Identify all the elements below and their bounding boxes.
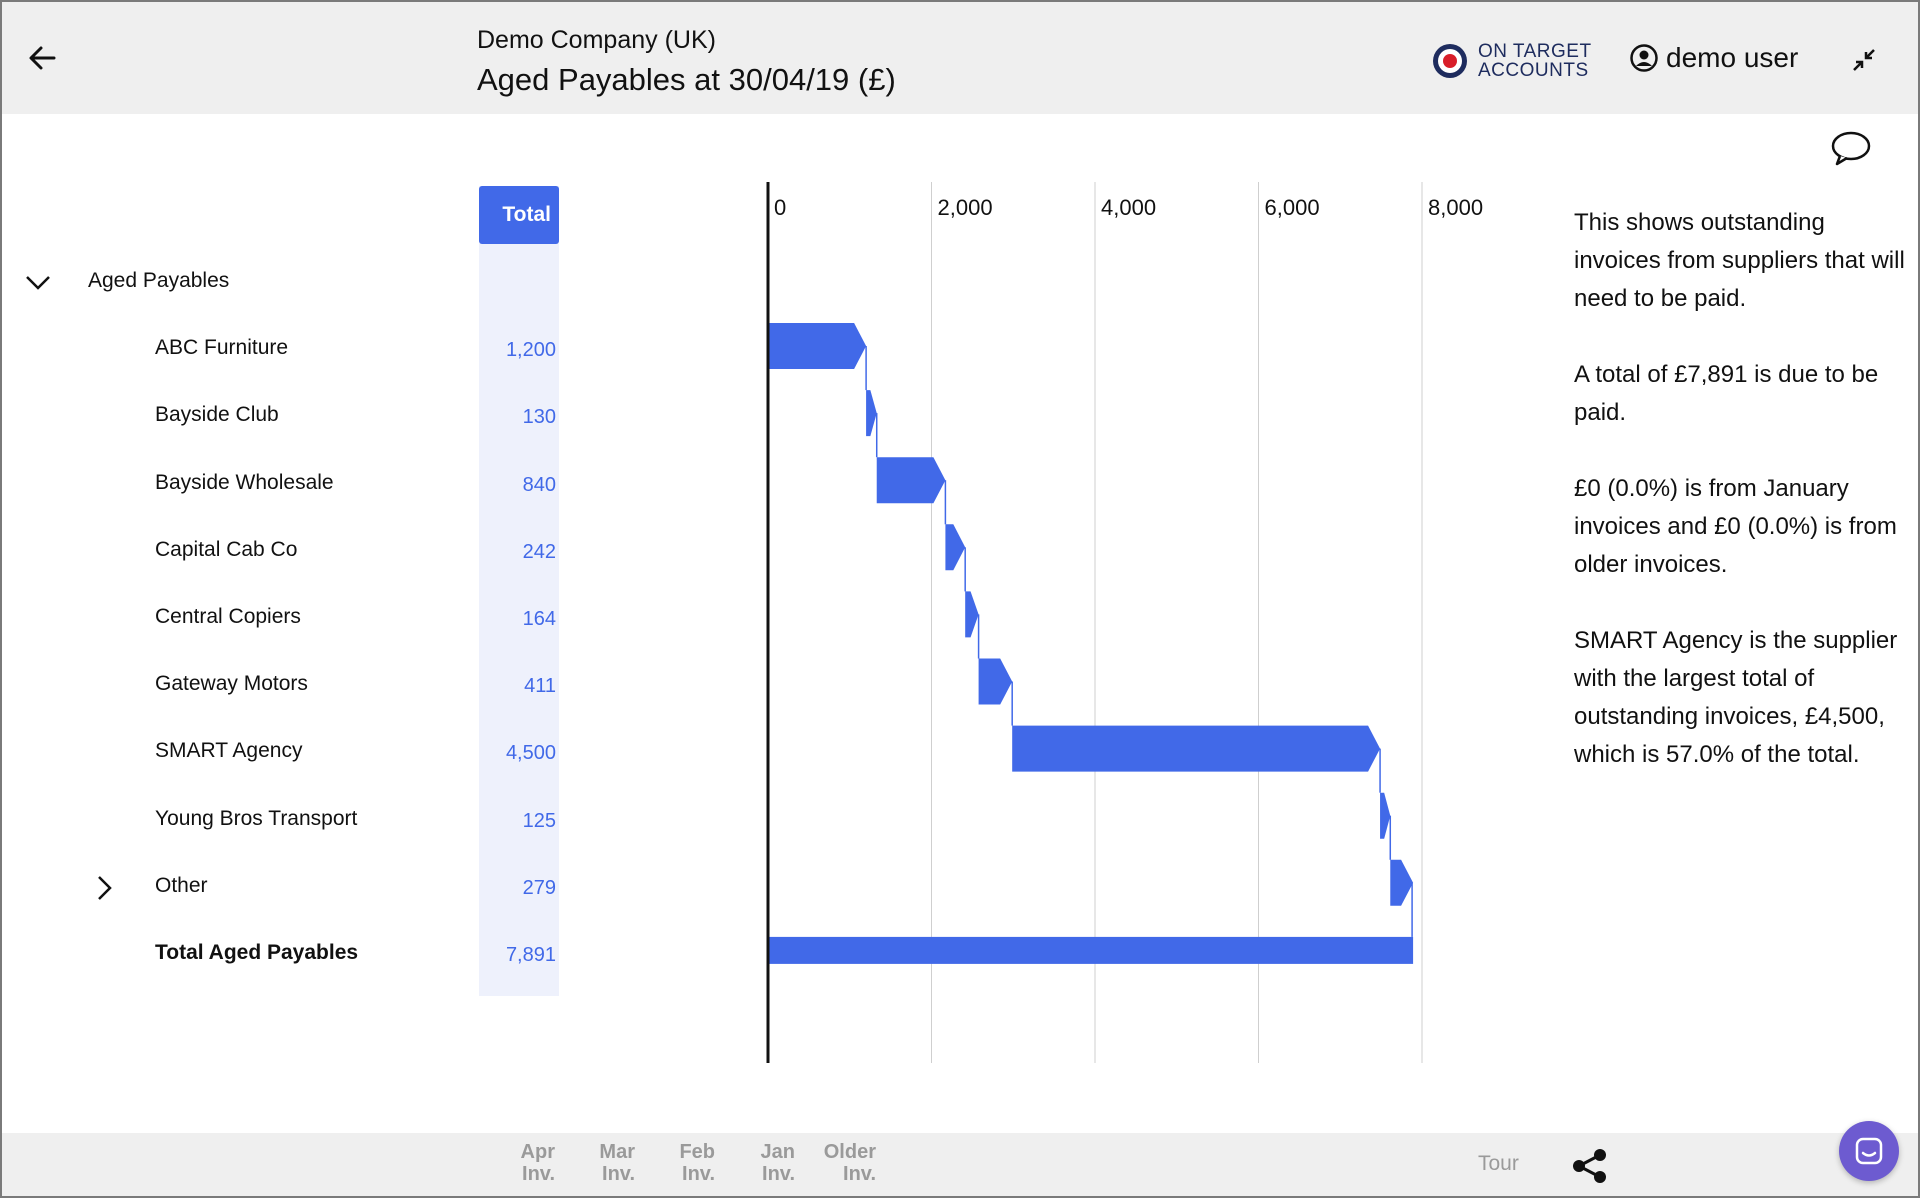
commentary-paragraph: This shows outstanding invoices from sup… (1574, 209, 1905, 312)
chat-launcher[interactable] (1839, 1121, 1899, 1181)
footer-bar (2, 1133, 1918, 1196)
tour-button[interactable]: Tour (1478, 1152, 1519, 1175)
tab-line-2: Inv. (682, 1163, 715, 1185)
share-icon (1573, 1149, 1606, 1183)
other-expand-toggle[interactable] (87, 871, 121, 905)
tab-line-2: Inv. (522, 1163, 555, 1185)
tab-line-1: Jan (760, 1141, 795, 1163)
row-label[interactable]: Capital Cab Co (155, 538, 298, 561)
tab-line-1: Feb (679, 1141, 715, 1163)
row-label[interactable]: Bayside Club (155, 403, 279, 426)
speech-bubble-icon (1831, 131, 1871, 166)
total-row-label: Total Aged Payables (155, 941, 359, 964)
brand-line-2: ACCOUNTS (1478, 60, 1589, 81)
commentary-paragraph: £0 (0.0%) is from January invoices and £… (1574, 475, 1897, 578)
row-value[interactable]: 4,500 (505, 742, 556, 764)
user-menu[interactable]: demo user (1630, 42, 1798, 74)
brand-line-1: ON TARGET (1478, 41, 1592, 62)
row-label[interactable]: Central Copiers (155, 605, 301, 628)
row-label[interactable]: Gateway Motors (155, 672, 308, 695)
group-expand-toggle[interactable] (21, 265, 55, 299)
back-button[interactable] (22, 38, 62, 78)
tab-mar-inv[interactable]: Mar Inv. (590, 1141, 635, 1185)
chevron-right-icon (98, 876, 112, 900)
group-label[interactable]: Aged Payables (88, 269, 230, 292)
row-value[interactable]: 840 (522, 474, 556, 496)
commentary-paragraph: SMART Agency is the supplier with the la… (1574, 627, 1898, 768)
share-button[interactable] (1570, 1147, 1610, 1185)
tab-jan-inv[interactable]: Jan Inv. (755, 1141, 795, 1185)
row-label[interactable]: SMART Agency (155, 739, 303, 762)
row-value[interactable]: 242 (522, 541, 556, 563)
arrow-left-icon (29, 46, 56, 70)
brand-logo[interactable]: ON TARGET ACCOUNTS (1432, 42, 1592, 80)
header-bar: Demo Company (UK) Aged Payables at 30/04… (2, 2, 1918, 114)
row-label[interactable]: ABC Furniture (155, 336, 289, 359)
collapse-arrows-icon (1853, 49, 1875, 71)
tab-line-1: Older (823, 1141, 876, 1163)
tab-line-2: Inv. (843, 1163, 876, 1185)
tab-line-2: Inv. (602, 1163, 635, 1185)
total-row-value[interactable]: 7,891 (505, 944, 556, 966)
row-value[interactable]: 411 (524, 675, 556, 697)
user-circle-icon (1630, 44, 1658, 72)
row-label[interactable]: Young Bros Transport (155, 807, 358, 830)
target-roundel-icon (1433, 44, 1467, 78)
row-value[interactable]: 164 (522, 608, 556, 630)
chevron-down-icon (26, 276, 50, 290)
tab-line-1: Apr (520, 1141, 555, 1163)
commentary-panel: This shows outstanding invoices from sup… (1574, 204, 1914, 812)
comment-button[interactable] (1830, 130, 1872, 168)
tab-feb-inv[interactable]: Feb Inv. (675, 1141, 715, 1185)
tab-older-inv[interactable]: Older Inv. (820, 1141, 876, 1185)
row-value[interactable]: 125 (522, 810, 556, 832)
company-name: Demo Company (UK) (477, 26, 716, 54)
row-value[interactable]: 279 (522, 877, 556, 899)
total-column (479, 186, 559, 996)
total-column-header[interactable]: Total (479, 186, 559, 244)
page-title: Aged Payables at 30/04/19 (£) (477, 62, 896, 97)
row-label[interactable]: Bayside Wholesale (155, 471, 334, 494)
tab-apr-inv[interactable]: Apr Inv. (518, 1141, 555, 1185)
user-name: demo user (1666, 42, 1799, 73)
collapse-button[interactable] (1848, 44, 1880, 76)
tab-line-1: Mar (599, 1141, 635, 1163)
commentary-paragraph: A total of £7,891 is due to be paid. (1574, 361, 1879, 426)
tab-line-2: Inv. (762, 1163, 795, 1185)
chat-icon (1855, 1137, 1883, 1165)
row-value[interactable]: 130 (522, 406, 556, 428)
row-value[interactable]: 1,200 (505, 339, 556, 361)
row-label[interactable]: Other (155, 874, 208, 897)
